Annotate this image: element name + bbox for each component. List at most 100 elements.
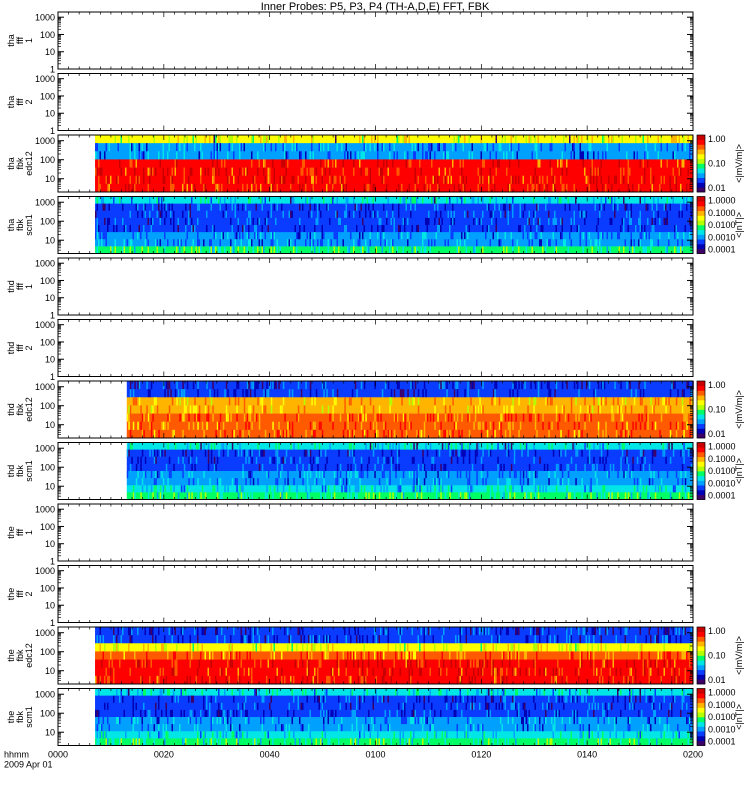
- spectrogram-cell: [515, 471, 517, 479]
- spectrogram-cell: [518, 143, 520, 152]
- spectrogram-cell: [462, 159, 464, 168]
- spectrogram-cell: [612, 413, 615, 423]
- spectrogram-cell: [216, 421, 219, 431]
- spectrogram-cell: [512, 196, 514, 205]
- spectrogram-cell: [566, 183, 568, 193]
- spectrogram-cell: [668, 397, 670, 406]
- spectrogram-cell: [432, 413, 435, 423]
- spectrogram-cell: [296, 463, 298, 472]
- panel-label-line: edc12: [24, 397, 34, 422]
- spectrogram-cell: [327, 203, 329, 212]
- spectrogram-cell: [159, 239, 161, 247]
- spectrogram-cell: [153, 429, 156, 439]
- spectrogram-cell: [287, 478, 289, 486]
- spectrogram-cell: [308, 463, 310, 472]
- spectrogram-cell: [683, 135, 685, 144]
- spectrogram-cell: [288, 635, 290, 644]
- spectrogram-cell: [549, 143, 551, 152]
- spectrogram-cell: [614, 175, 616, 185]
- spectrogram-cell: [518, 159, 520, 168]
- spectrogram-cell: [426, 225, 428, 233]
- spectrogram-cell: [168, 627, 170, 636]
- spectrogram-cell: [365, 442, 367, 451]
- spectrogram-cell: [140, 405, 142, 414]
- spectrogram-cell: [224, 159, 226, 168]
- spectrogram-cell: [323, 471, 325, 479]
- spectrogram-cell: [212, 175, 214, 185]
- spectrogram-cell: [132, 232, 134, 240]
- spectrogram-cell: [245, 492, 247, 500]
- spectrogram-cell: [167, 151, 169, 160]
- spectrogram-cell: [332, 159, 334, 168]
- spectrogram-cell: [273, 203, 275, 212]
- spectrogram-cell: [668, 232, 670, 240]
- spectrogram-cell: [519, 225, 521, 233]
- spectrogram-cell: [534, 135, 536, 144]
- spectrogram-cell: [653, 210, 655, 219]
- spectrogram-cell: [404, 135, 406, 144]
- spectrogram-cell: [161, 203, 163, 212]
- spectrogram-cell: [192, 239, 194, 247]
- spectrogram-cell: [314, 478, 316, 486]
- spectrogram-cell: [297, 232, 299, 240]
- spectrogram-cell: [426, 183, 428, 193]
- spectrogram-cell: [555, 239, 557, 247]
- spectrogram-cell: [237, 217, 239, 226]
- spectrogram-cell: [639, 478, 642, 486]
- spectrogram-cell: [284, 478, 286, 486]
- colorbar-segment: [697, 225, 705, 231]
- spectrogram-cell: [213, 167, 215, 177]
- spectrogram-cell: [326, 389, 328, 398]
- spectrogram-cell: [261, 196, 263, 205]
- spectrogram-cell: [116, 225, 118, 233]
- spectrogram-cell: [207, 167, 209, 177]
- spectrogram-cell: [180, 627, 182, 636]
- spectrogram-cell: [578, 203, 580, 212]
- spectrogram-cell: [248, 492, 250, 500]
- spectrogram-cell: [98, 175, 100, 185]
- spectrogram-cell: [155, 456, 157, 465]
- spectrogram-cell: [255, 225, 257, 233]
- spectrogram-cell: [291, 643, 293, 652]
- spectrogram-cell: [344, 175, 346, 185]
- colorbar-segment: [697, 201, 705, 207]
- spectrogram-cell: [221, 627, 223, 636]
- spectrogram-cell: [467, 210, 469, 219]
- spectrogram-cell: [384, 381, 387, 390]
- spectrogram-cell: [318, 449, 321, 458]
- spectrogram-cell: [513, 492, 516, 500]
- spectrogram-cell: [551, 421, 553, 431]
- spectrogram-cell: [386, 183, 388, 193]
- spectrogram-cell: [129, 175, 131, 185]
- spectrogram-cell: [486, 485, 489, 493]
- spectrogram-cell: [96, 196, 98, 205]
- spectrogram-cell: [482, 449, 484, 458]
- spectrogram-cell: [110, 175, 112, 185]
- spectrogram-cell: [651, 456, 654, 465]
- spectrogram-cell: [156, 471, 159, 479]
- spectrogram-cell: [197, 643, 199, 652]
- spectrogram-cell: [416, 246, 418, 254]
- spectrogram-cell: [443, 397, 445, 406]
- spectrogram-cell: [219, 478, 222, 486]
- spectrogram-cell: [557, 478, 559, 486]
- spectrogram-cell: [546, 239, 548, 247]
- spectrogram-cell: [431, 196, 433, 205]
- spectrogram-cell: [588, 413, 591, 423]
- spectrogram-cell: [464, 232, 466, 240]
- spectrogram-cell: [438, 485, 441, 493]
- colorbar-segment: [697, 139, 705, 145]
- spectrogram-cell: [266, 471, 268, 479]
- spectrogram-cell: [207, 456, 210, 465]
- spectrogram-cell: [480, 471, 483, 479]
- spectrogram-cell: [288, 389, 291, 398]
- spectrogram-cell: [273, 381, 276, 390]
- spectrogram-cell: [195, 413, 198, 423]
- spectrogram-cell: [398, 463, 400, 472]
- spectrogram-cell: [300, 635, 302, 644]
- spectrogram-cell: [507, 183, 509, 193]
- spectrogram-cell: [215, 429, 217, 439]
- spectrogram-cell: [239, 485, 241, 493]
- spectrogram-cell: [251, 456, 253, 465]
- spectrogram-cell: [570, 151, 572, 160]
